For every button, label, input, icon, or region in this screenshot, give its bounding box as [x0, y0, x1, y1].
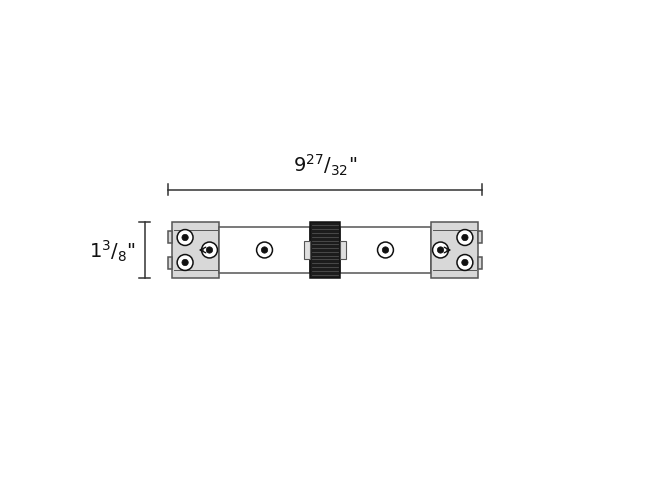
Bar [304, 242, 310, 259]
Bar [168, 231, 172, 243]
Circle shape [182, 235, 188, 241]
Circle shape [457, 255, 473, 271]
Bar [478, 231, 482, 243]
Bar [168, 258, 172, 270]
Bar [340, 242, 346, 259]
Circle shape [462, 235, 468, 241]
Circle shape [462, 260, 468, 266]
Circle shape [202, 242, 218, 259]
Bar [172, 222, 219, 279]
Text: $9^{27}/_{32}$": $9^{27}/_{32}$" [293, 153, 357, 178]
Circle shape [206, 247, 213, 254]
Circle shape [257, 242, 272, 259]
Circle shape [382, 247, 389, 254]
Bar [478, 258, 482, 270]
Circle shape [437, 247, 444, 254]
Bar [219, 227, 310, 274]
Circle shape [457, 230, 473, 246]
Circle shape [432, 242, 448, 259]
Bar [340, 227, 431, 274]
Bar [431, 222, 478, 279]
Circle shape [182, 260, 188, 266]
Text: $1^{3}/_{8}$": $1^{3}/_{8}$" [88, 238, 136, 263]
Circle shape [177, 230, 193, 246]
Circle shape [261, 247, 268, 254]
Circle shape [177, 255, 193, 271]
Bar [310, 222, 340, 279]
Circle shape [378, 242, 393, 259]
